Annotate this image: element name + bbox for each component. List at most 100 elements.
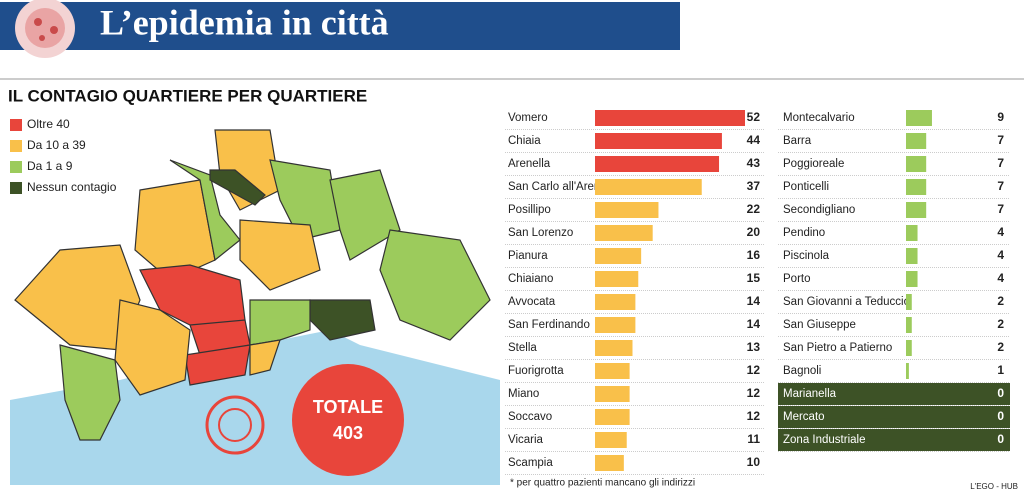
map-district	[209, 169, 266, 206]
row-label: Arenella	[508, 158, 551, 170]
bar	[906, 271, 918, 287]
bar	[595, 340, 633, 356]
value-label: 1	[997, 363, 1004, 377]
row-label: Poggioreale	[783, 158, 844, 170]
bar	[595, 202, 659, 218]
legend-swatch	[10, 182, 22, 194]
map-district	[59, 344, 121, 441]
bar	[595, 294, 636, 310]
bar	[595, 248, 642, 264]
value-label: 44	[747, 133, 761, 147]
row-label: Porto	[783, 273, 811, 285]
value-label: 0	[997, 409, 1004, 423]
legend-label: Nessun contagio	[27, 180, 117, 194]
row-label: Zona Industriale	[783, 434, 865, 446]
map-district	[14, 244, 141, 351]
value-label: 7	[997, 202, 1004, 216]
row-label: San Ferdinando	[508, 319, 590, 331]
map-district	[329, 169, 401, 261]
value-label: 9	[997, 110, 1004, 124]
row-highlight	[778, 429, 1010, 451]
bar	[595, 317, 636, 333]
row-label: Posillipo	[508, 204, 551, 216]
legend-label: Oltre 40	[27, 117, 70, 131]
total-label: TOTALE	[313, 397, 383, 417]
row-label: Soccavo	[508, 411, 552, 423]
bar	[595, 179, 702, 195]
bar	[595, 156, 720, 172]
value-label: 16	[747, 248, 761, 262]
legend-swatch	[10, 161, 22, 173]
map-district	[239, 219, 321, 291]
chart-title: IL CONTAGIO QUARTIERE PER QUARTIERE	[8, 86, 367, 105]
value-label: 12	[747, 363, 761, 377]
bar	[595, 363, 630, 379]
virus-icon	[15, 0, 75, 58]
row-label: San Pietro a Patierno	[783, 342, 892, 354]
value-label: 22	[747, 202, 761, 216]
row-label: Barra	[783, 135, 812, 147]
value-label: 11	[747, 432, 760, 446]
bar	[906, 340, 912, 356]
bar	[595, 455, 624, 471]
bar	[595, 225, 653, 241]
row-label: Piscinola	[783, 250, 830, 262]
value-label: 7	[997, 133, 1004, 147]
value-label: 14	[747, 294, 761, 308]
bar	[595, 386, 630, 402]
value-label: 4	[997, 225, 1004, 239]
row-label: Fuorigrotta	[508, 365, 564, 377]
value-label: 13	[747, 340, 761, 354]
row-label: Pianura	[508, 250, 548, 262]
row-label: San Giuseppe	[783, 319, 856, 331]
value-label: 12	[747, 409, 761, 423]
map-district	[184, 344, 251, 386]
bar	[906, 179, 927, 195]
row-label: Pendino	[783, 227, 825, 239]
row-label: Bagnoli	[783, 365, 821, 377]
row-label: San Giovanni a Teduccio	[783, 296, 910, 308]
row-label: Chiaiano	[508, 273, 553, 285]
footnote: * per quattro pazienti mancano gli indir…	[510, 478, 695, 489]
legend-swatch	[10, 140, 22, 152]
bar	[906, 133, 927, 149]
row-label: Ponticelli	[783, 181, 829, 193]
map-district	[249, 299, 311, 346]
bar	[595, 110, 745, 126]
value-label: 20	[747, 225, 761, 239]
row-label: Stella	[508, 342, 537, 354]
row-label: Montecalvario	[783, 112, 855, 124]
value-label: 43	[747, 156, 761, 170]
row-label: Secondigliano	[783, 204, 855, 216]
row-label: San Lorenzo	[508, 227, 573, 239]
value-label: 2	[997, 294, 1004, 308]
bar	[906, 294, 912, 310]
row-label: Chiaia	[508, 135, 541, 147]
value-label: 10	[747, 455, 761, 469]
value-label: 0	[997, 386, 1004, 400]
map-district	[379, 229, 491, 341]
row-label: Vicaria	[508, 434, 544, 446]
legend-swatch	[10, 119, 22, 131]
value-label: 7	[997, 179, 1004, 193]
row-label: Avvocata	[508, 296, 556, 308]
value-label: 7	[997, 156, 1004, 170]
bar	[906, 248, 918, 264]
legend-label: Da 1 a 9	[27, 159, 73, 173]
total-badge	[292, 364, 404, 476]
bar	[595, 432, 627, 448]
row-label: San Carlo all'Arena	[508, 181, 607, 193]
credit: L'EGO - HUB	[970, 482, 1018, 491]
value-label: 12	[747, 386, 761, 400]
row-highlight	[778, 383, 1010, 405]
value-label: 0	[997, 432, 1004, 446]
bar	[906, 156, 927, 172]
value-label: 15	[747, 271, 761, 285]
row-label: Marianella	[783, 388, 837, 400]
row-label: Vomero	[508, 112, 548, 124]
legend-label: Da 10 a 39	[27, 138, 86, 152]
bar	[906, 110, 932, 126]
row-highlight	[778, 406, 1010, 428]
page-title: L’epidemia in città	[100, 2, 389, 42]
